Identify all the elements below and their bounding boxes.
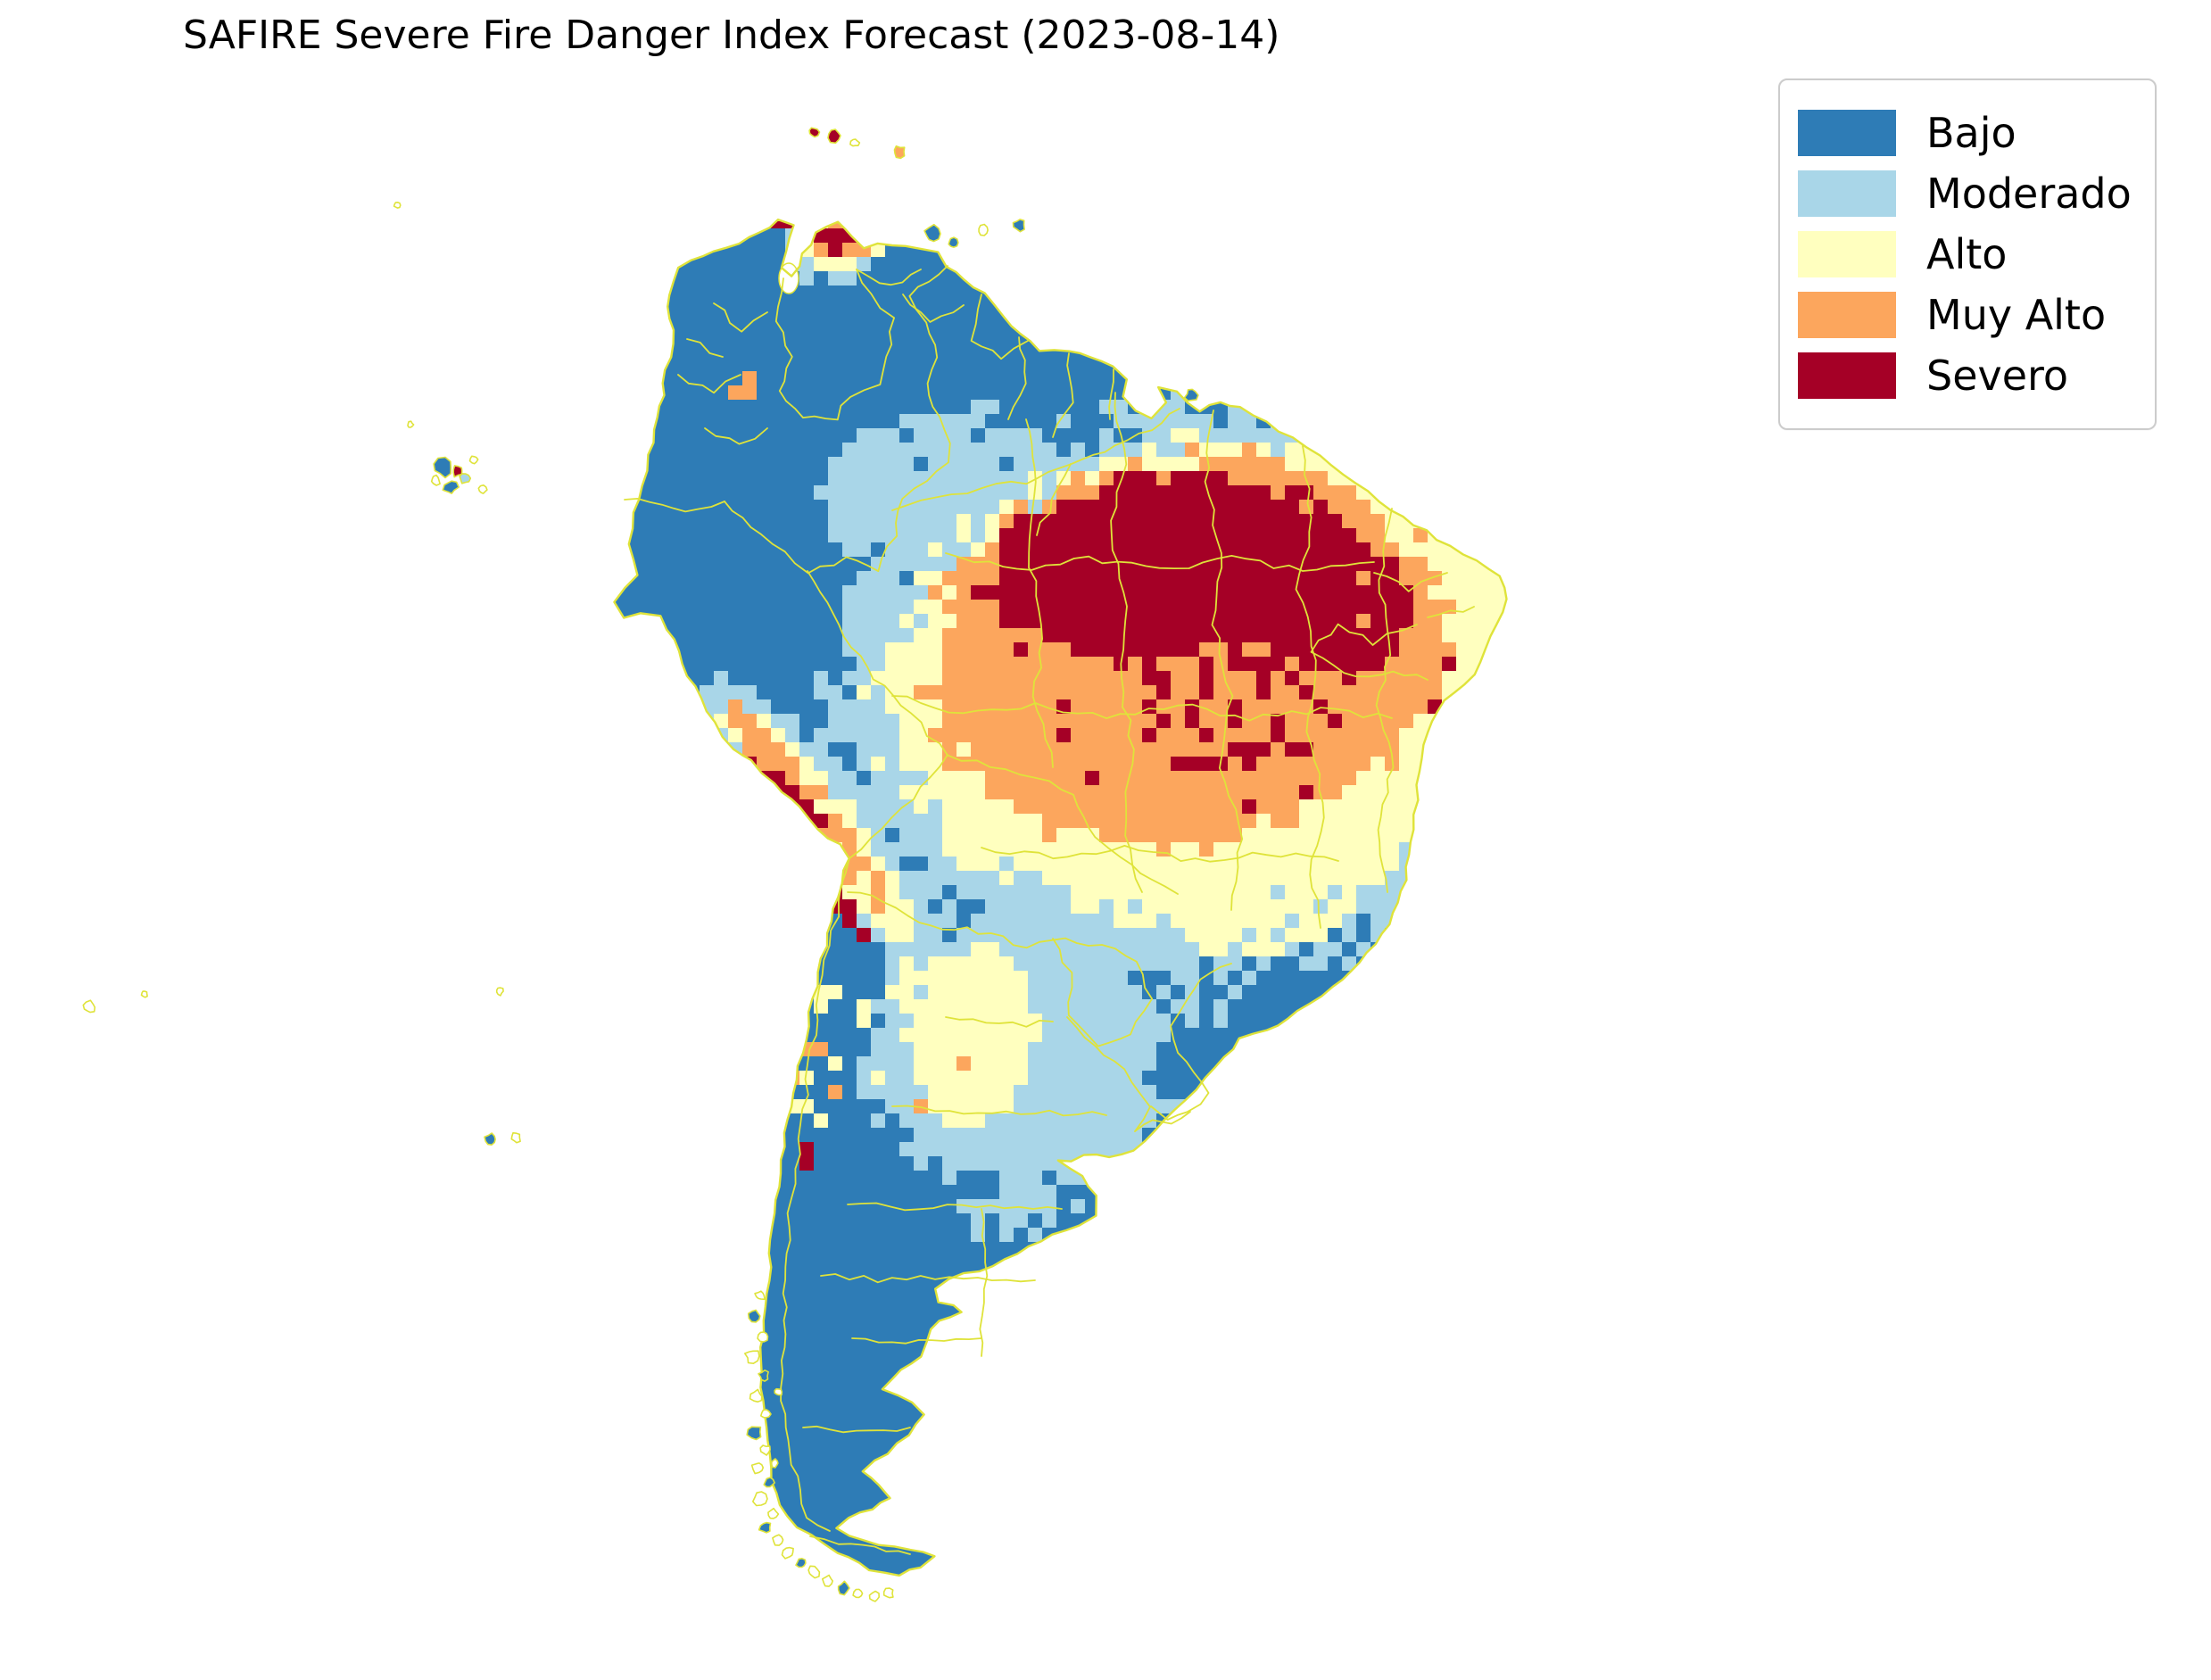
figure-title: SAFIRE Severe Fire Danger Index Forecast… [183,12,1280,58]
legend-label-muy-alto: Muy Alto [1926,291,2107,339]
islands [82,127,1199,1602]
legend-swatch-alto [1798,231,1896,277]
legend-swatch-severo [1798,352,1896,399]
legend-label-moderado: Moderado [1926,170,2132,218]
legend-item-severo: Severo [1798,352,2132,400]
legend-label-bajo: Bajo [1926,109,2016,157]
admin-borders [624,265,1475,1555]
legend-item-muy-alto: Muy Alto [1798,291,2132,339]
legend-swatch-bajo [1798,110,1896,156]
legend-swatch-muy-alto [1798,292,1896,338]
legend-label-alto: Alto [1926,230,2008,278]
legend-item-alto: Alto [1798,230,2132,278]
legend-label-severo: Severo [1926,352,2069,400]
coastline [613,218,1508,1577]
legend-item-moderado: Moderado [1798,170,2132,218]
legend: Bajo Moderado Alto Muy Alto Severo [1778,79,2157,430]
legend-item-bajo: Bajo [1798,109,2132,157]
legend-swatch-moderado [1798,170,1896,217]
